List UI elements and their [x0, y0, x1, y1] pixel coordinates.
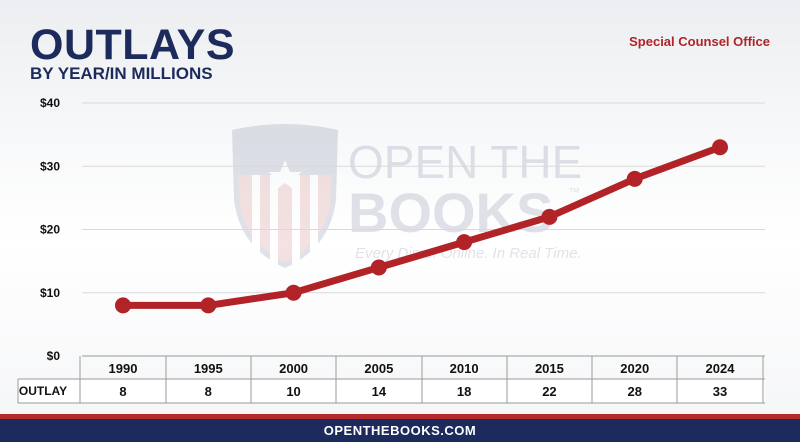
y-axis: $0 $10 $20 $30 $40 [40, 96, 60, 363]
y-tick-label: $10 [40, 286, 60, 300]
chart-title: OUTLAYS [30, 21, 235, 69]
y-tick-label: $0 [47, 349, 61, 363]
table-cell-value: 18 [457, 384, 471, 399]
y-tick-label: $40 [40, 96, 60, 110]
watermark-line1: OPEN THE [348, 136, 582, 188]
data-point [541, 208, 558, 225]
data-point [456, 234, 473, 251]
table-cell-value: 28 [627, 384, 641, 399]
data-point [370, 259, 387, 276]
x-tick-label: 2015 [535, 361, 564, 376]
table-row-bg [18, 379, 765, 403]
footer-link[interactable]: OPENTHEBOOKS.COM [0, 419, 800, 442]
x-tick-label: 1990 [109, 361, 138, 376]
x-tick-label: 2010 [450, 361, 479, 376]
chart-subtitle: BY YEAR/IN MILLIONS [30, 64, 213, 83]
watermark-trademark: ™ [568, 185, 580, 199]
table-row-label: OUTLAY [19, 384, 67, 398]
source-label: Special Counsel Office [629, 34, 770, 49]
watermark-line2: BOOKS [348, 181, 553, 244]
table-cell-value: 33 [713, 384, 727, 399]
table-cell-value: 22 [542, 384, 556, 399]
x-tick-label: 2000 [279, 361, 308, 376]
data-point [115, 297, 131, 314]
grid [82, 102, 765, 357]
table-cell-value: 10 [286, 384, 300, 399]
table-cell-value: 8 [205, 384, 212, 399]
y-tick-label: $20 [40, 223, 60, 237]
y-tick-label: $30 [40, 159, 60, 173]
line-chart: OPEN THE BOOKS ™ Every Dime. Online. In … [17, 96, 765, 404]
x-tick-label: 2005 [364, 361, 393, 376]
data-point [712, 139, 728, 156]
data-table: OUTLAY 1990 8 1995 8 2000 10 2005 14 2010 18 2015 22… [17, 356, 765, 404]
series-line [119, 143, 724, 309]
table-cell-value: 8 [119, 384, 126, 399]
x-tick-label: 2020 [620, 361, 649, 376]
table-cell-value: 14 [372, 384, 387, 399]
watermark: OPEN THE BOOKS ™ Every Dime. Online. In … [232, 124, 582, 268]
x-tick-label: 1995 [194, 361, 223, 376]
data-point [626, 170, 643, 187]
data-points [115, 139, 728, 314]
data-point [200, 297, 217, 314]
data-point [285, 284, 302, 301]
shield-logo-icon [232, 124, 338, 268]
footer-stripe [0, 414, 800, 419]
x-tick-label: 2024 [706, 361, 736, 376]
